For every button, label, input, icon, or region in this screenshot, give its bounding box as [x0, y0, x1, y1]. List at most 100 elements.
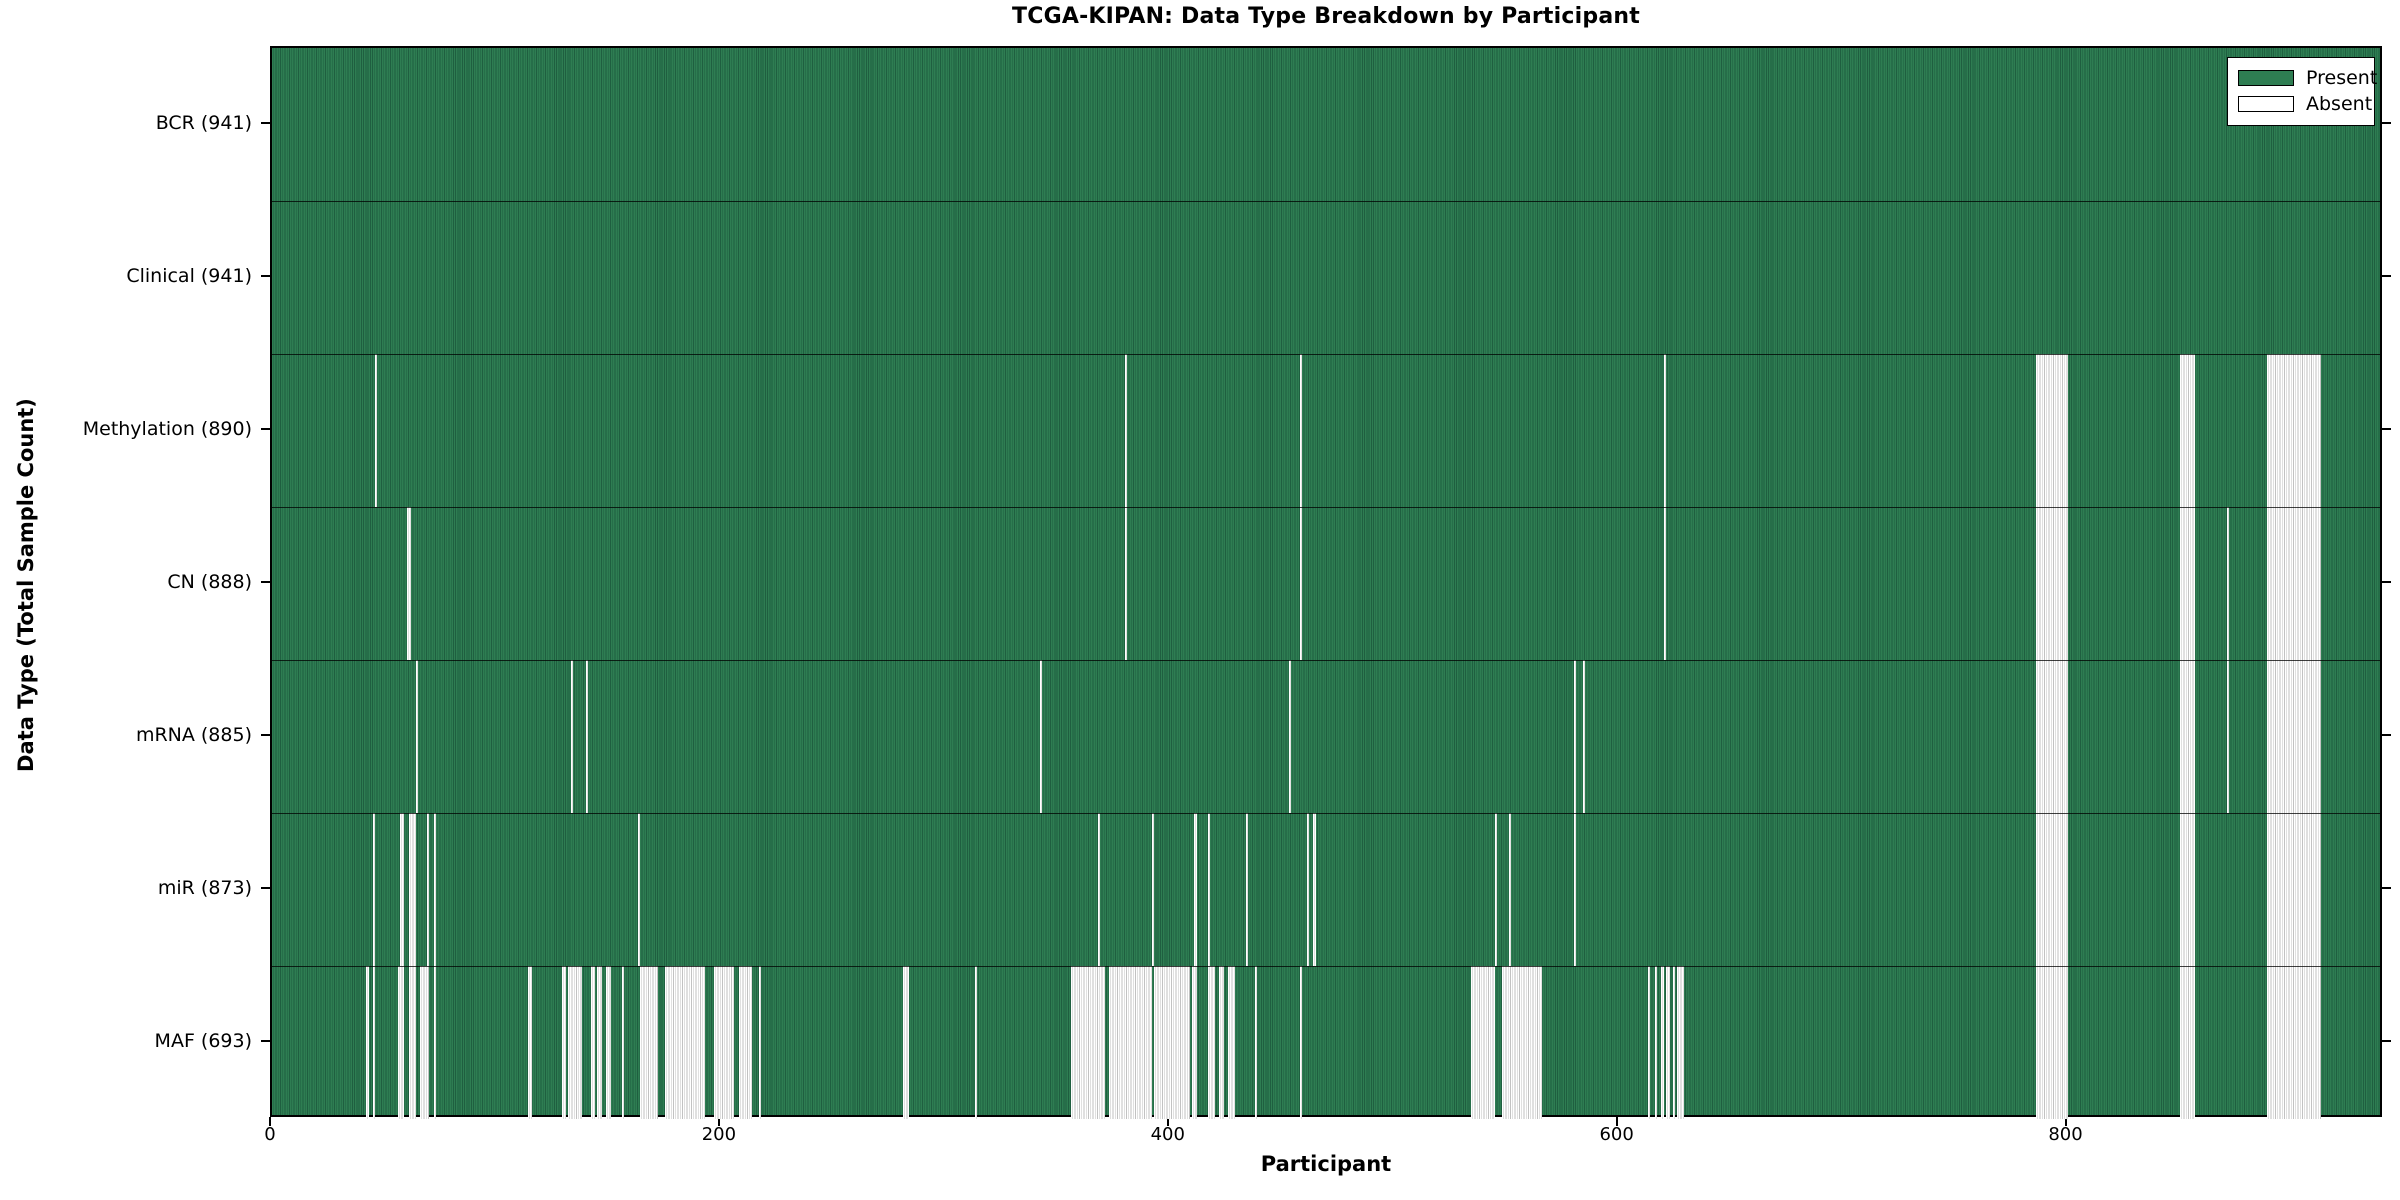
- absent-segment: [664, 966, 706, 1119]
- row-separator: [272, 660, 2380, 661]
- x-tick-label: 200: [701, 1124, 737, 1145]
- absent-segment: [759, 966, 762, 1119]
- row-label: miR (873): [157, 876, 252, 899]
- absent-segment: [1246, 813, 1249, 966]
- absent-segment: [1194, 813, 1197, 966]
- absent-segment: [2179, 966, 2196, 1119]
- row-separator: [272, 354, 2380, 355]
- x-tick-label: 600: [1599, 1124, 1634, 1145]
- x-tick-label: 800: [2048, 1124, 2083, 1145]
- absent-segment: [1071, 966, 1105, 1119]
- absent-segment: [1219, 966, 1224, 1119]
- absent-segment: [1299, 354, 1303, 507]
- absent-segment: [1508, 813, 1511, 966]
- x-tick-mark: [1615, 1117, 1618, 1126]
- absent-segment: [2179, 813, 2196, 966]
- row-label: CN (888): [167, 570, 252, 593]
- absent-segment: [406, 507, 412, 660]
- absent-segment: [1124, 354, 1128, 507]
- absent-segment: [1097, 813, 1101, 966]
- x-axis-label: Participant: [1260, 1152, 1392, 1176]
- legend-entry-absent: Absent: [2238, 91, 2372, 117]
- absent-segment: [433, 813, 436, 966]
- absent-segment: [2036, 966, 2068, 1119]
- row-separator: [272, 507, 2380, 508]
- absent-segment: [420, 966, 430, 1119]
- absent-segment: [2267, 354, 2322, 507]
- absent-segment: [1665, 966, 1671, 1119]
- absent-segment: [1672, 966, 1675, 1119]
- row-label: MAF (693): [154, 1029, 252, 1052]
- y-tick-mark: [2382, 580, 2391, 583]
- absent-segment: [426, 813, 430, 966]
- absent-segment: [1207, 966, 1215, 1119]
- x-tick-label: 400: [1150, 1124, 1185, 1145]
- absent-segment: [1582, 660, 1585, 813]
- absent-segment: [738, 966, 753, 1119]
- absent-segment: [372, 966, 376, 1119]
- absent-segment: [1288, 660, 1291, 813]
- absent-segment: [415, 660, 418, 813]
- plot-area: [270, 46, 2382, 1119]
- row-label: mRNA (885): [135, 723, 252, 746]
- absent-segment: [2036, 354, 2068, 507]
- absent-segment: [1663, 354, 1666, 507]
- absent-segment: [2226, 660, 2230, 813]
- absent-segment: [2226, 507, 2230, 660]
- absent-segment: [714, 966, 735, 1119]
- absent-segment: [366, 966, 369, 1119]
- absent-segment: [570, 660, 573, 813]
- absent-segment: [561, 966, 566, 1119]
- x-tick-mark: [269, 1117, 271, 1126]
- y-tick-mark: [2382, 886, 2391, 889]
- absent-segment: [597, 966, 602, 1119]
- absent-segment: [397, 966, 405, 1119]
- row-label: BCR (941): [155, 111, 252, 134]
- absent-segment: [1654, 966, 1657, 1119]
- absent-segment: [372, 813, 376, 966]
- absent-segment: [1470, 966, 1496, 1119]
- x-tick-label: 0: [264, 1124, 276, 1145]
- present-swatch-icon: [2238, 70, 2294, 86]
- y-tick-mark: [2382, 121, 2391, 124]
- absent-segment: [1192, 966, 1197, 1119]
- absent-segment: [1647, 966, 1651, 1119]
- absent-segment: [1109, 966, 1152, 1119]
- absent-segment: [1207, 813, 1211, 966]
- absent-segment: [622, 966, 625, 1119]
- row-separator: [272, 201, 2380, 202]
- x-tick-mark: [1166, 1117, 1169, 1126]
- absent-segment: [2179, 507, 2196, 660]
- y-tick-mark: [261, 274, 270, 277]
- x-tick-mark: [2064, 1117, 2067, 1126]
- y-tick-mark: [2382, 427, 2391, 430]
- absent-segment: [408, 813, 416, 966]
- absent-segment: [2179, 660, 2196, 813]
- y-tick-mark: [261, 733, 270, 736]
- absent-segment: [1299, 966, 1303, 1119]
- absent-segment: [1151, 813, 1155, 966]
- chart-title: TCGA-KIPAN: Data Type Breakdown by Parti…: [1012, 4, 1640, 29]
- y-tick-mark: [261, 427, 270, 430]
- absent-segment: [1124, 507, 1128, 660]
- absent-segment: [1154, 966, 1190, 1119]
- row-separator: [272, 966, 2380, 967]
- absent-segment: [1661, 966, 1664, 1119]
- row-label: Clinical (941): [126, 264, 252, 287]
- legend-label-absent: Absent: [2306, 92, 2373, 115]
- absent-segment: [974, 966, 977, 1119]
- absent-segment: [2267, 660, 2322, 813]
- absent-segment: [1573, 813, 1576, 966]
- legend: Present Absent: [2227, 57, 2377, 126]
- absent-segment: [2036, 813, 2068, 966]
- absent-swatch-icon: [2238, 96, 2294, 112]
- absent-segment: [1255, 966, 1258, 1119]
- absent-segment: [1573, 660, 1576, 813]
- absent-segment: [1313, 813, 1316, 966]
- absent-segment: [902, 966, 910, 1119]
- absent-segment: [433, 966, 436, 1119]
- absent-segment: [1228, 966, 1235, 1119]
- y-tick-mark: [261, 886, 270, 889]
- y-tick-mark: [261, 121, 270, 124]
- legend-entry-present: Present: [2238, 65, 2377, 91]
